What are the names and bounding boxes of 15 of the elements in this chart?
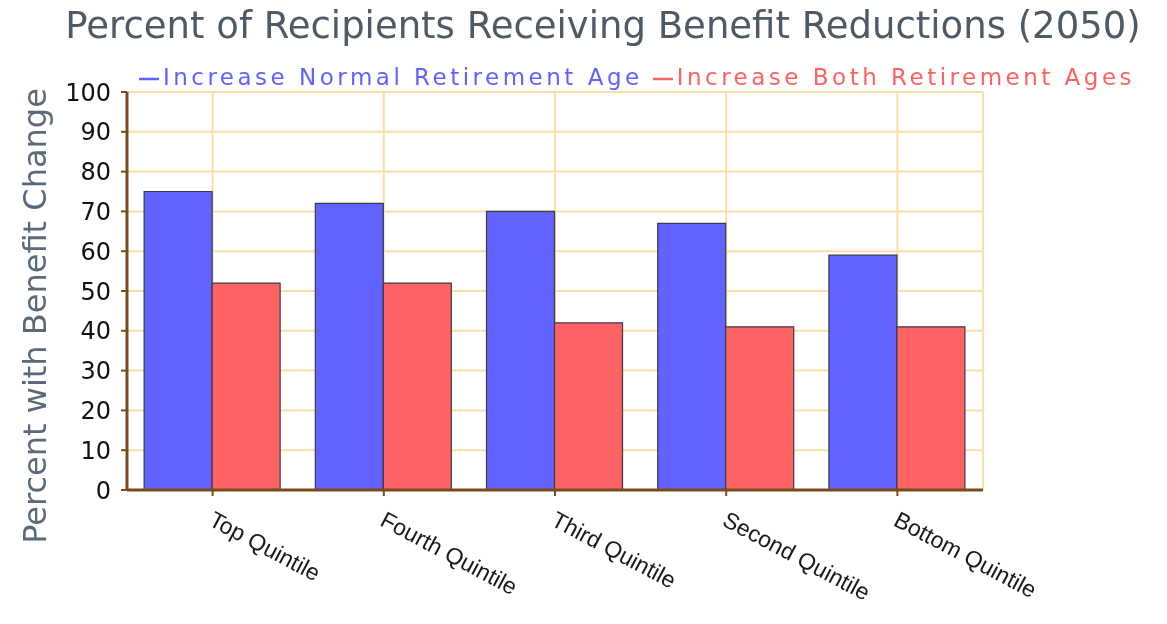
y-tick-label: 10 — [80, 436, 111, 465]
y-tick-label: 50 — [80, 277, 111, 306]
chart-title: Percent of Recipients Receiving Benefit Reductions (2050) — [64, 7, 1142, 47]
y-tick-label: 90 — [80, 118, 111, 147]
y-axis-title: Percent with Benefit Change — [16, 88, 54, 544]
y-tick-label: 70 — [80, 197, 111, 226]
y-tick-label: 20 — [80, 396, 111, 425]
y-tick-label: 80 — [80, 158, 111, 187]
legend-label: Increase Normal Retirement Age — [162, 64, 643, 90]
y-tick-label: 60 — [80, 237, 111, 266]
y-tick-label: 30 — [80, 357, 111, 386]
y-tick-label: 100 — [65, 78, 111, 107]
legend-label: Increase Both Retirement Ages — [676, 64, 1136, 90]
y-tick-label: 40 — [80, 317, 111, 346]
y-tick-label: 0 — [95, 476, 111, 505]
